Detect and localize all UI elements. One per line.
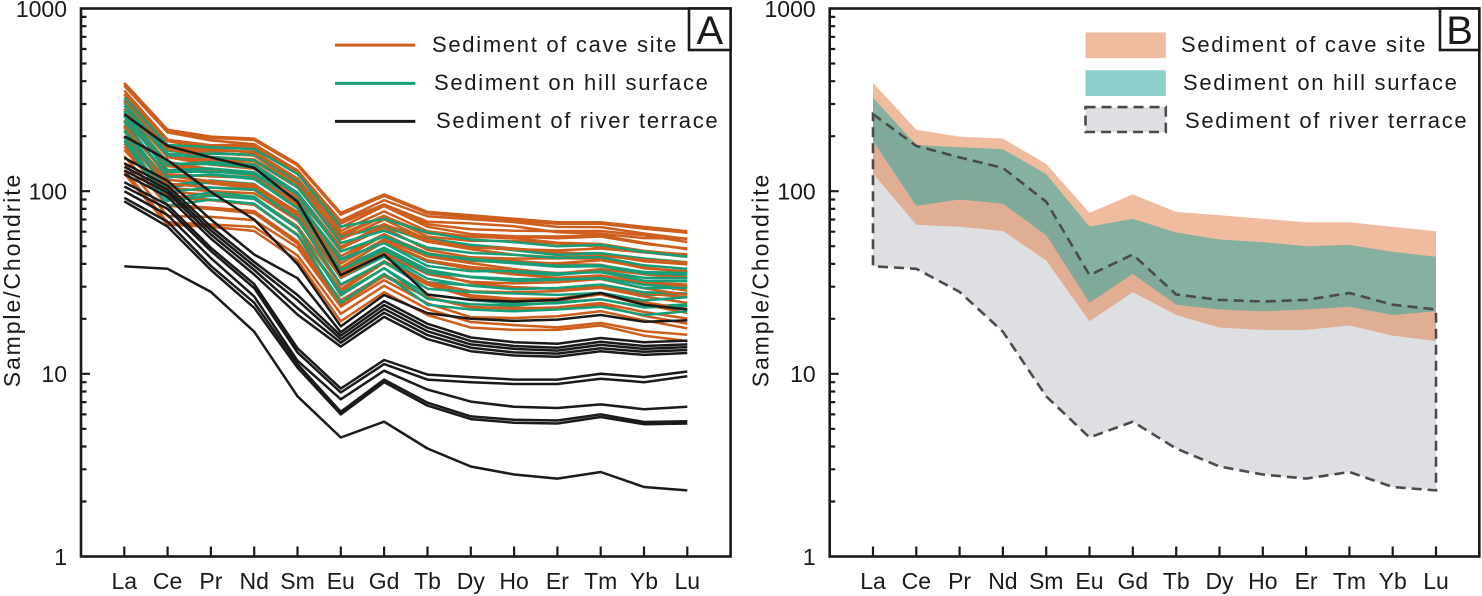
svg-text:Yb: Yb xyxy=(630,568,658,594)
svg-text:Lu: Lu xyxy=(1423,568,1449,594)
svg-text:Gd: Gd xyxy=(1117,568,1148,594)
svg-text:Tb: Tb xyxy=(414,568,441,594)
svg-text:Dy: Dy xyxy=(1205,568,1234,594)
svg-text:Er: Er xyxy=(546,568,569,594)
svg-text:Pr: Pr xyxy=(199,568,222,594)
svg-text:Eu: Eu xyxy=(327,568,355,594)
svg-text:Dy: Dy xyxy=(457,568,486,594)
svg-text:10: 10 xyxy=(41,361,67,387)
svg-text:Sm: Sm xyxy=(1029,568,1064,594)
svg-text:Nd: Nd xyxy=(239,568,268,594)
svg-text:Tm: Tm xyxy=(1333,568,1366,594)
svg-text:A: A xyxy=(696,9,723,53)
svg-text:Lu: Lu xyxy=(675,568,701,594)
svg-text:Sediment of river terrace: Sediment of river terrace xyxy=(1185,108,1468,133)
svg-text:Sample/Chondrite: Sample/Chondrite xyxy=(748,173,774,388)
svg-text:Ho: Ho xyxy=(499,568,528,594)
svg-text:1000: 1000 xyxy=(16,0,67,22)
svg-text:1: 1 xyxy=(803,544,816,570)
svg-text:Er: Er xyxy=(1295,568,1318,594)
svg-text:Pr: Pr xyxy=(948,568,971,594)
svg-text:Ho: Ho xyxy=(1248,568,1277,594)
svg-text:Sediment of cave site: Sediment of cave site xyxy=(432,32,678,57)
svg-text:Sediment of river terrace: Sediment of river terrace xyxy=(436,108,719,133)
svg-text:Sediment of cave site: Sediment of cave site xyxy=(1181,32,1427,57)
svg-text:Tm: Tm xyxy=(584,568,617,594)
svg-text:1000: 1000 xyxy=(765,0,816,22)
svg-text:La: La xyxy=(860,568,886,594)
svg-text:Ce: Ce xyxy=(902,568,931,594)
svg-text:Nd: Nd xyxy=(988,568,1017,594)
svg-text:1: 1 xyxy=(54,544,67,570)
svg-text:10: 10 xyxy=(790,361,816,387)
svg-text:Eu: Eu xyxy=(1075,568,1103,594)
svg-text:B: B xyxy=(1446,9,1473,53)
svg-text:Tb: Tb xyxy=(1163,568,1190,594)
svg-text:Sediment on hill surface: Sediment on hill surface xyxy=(434,70,710,95)
svg-text:La: La xyxy=(112,568,138,594)
svg-text:Sample/Chondrite: Sample/Chondrite xyxy=(0,173,25,388)
svg-text:Yb: Yb xyxy=(1379,568,1407,594)
svg-text:100: 100 xyxy=(29,179,67,205)
svg-text:Sm: Sm xyxy=(280,568,315,594)
svg-text:Ce: Ce xyxy=(153,568,182,594)
svg-text:100: 100 xyxy=(777,179,815,205)
svg-text:Sediment on hill surface: Sediment on hill surface xyxy=(1183,70,1459,95)
svg-text:Gd: Gd xyxy=(369,568,400,594)
